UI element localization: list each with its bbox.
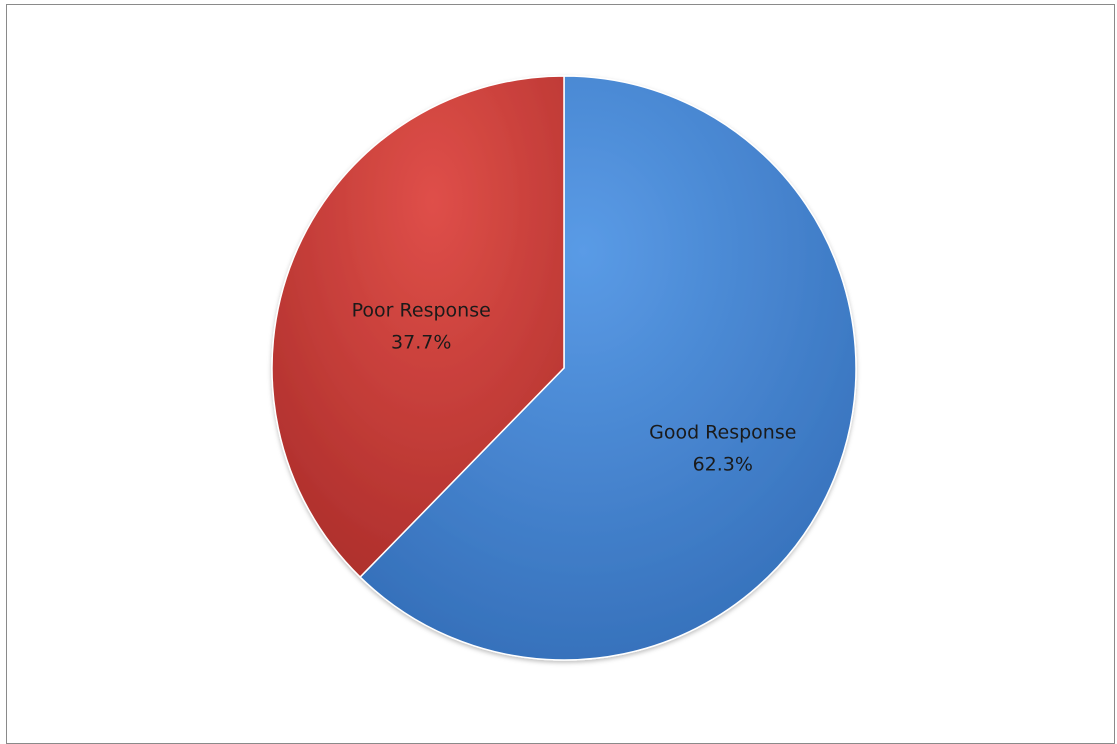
- slice-label-value: 37.7%: [391, 331, 451, 353]
- pie-slice-good-response: [359, 75, 857, 661]
- pie-slice-poor-response: [271, 75, 565, 579]
- slice-label-name: Good Response: [649, 422, 796, 444]
- pie-slices: [271, 75, 857, 661]
- slice-labels: Good Response 62.3% Poor Response 37.7%: [352, 299, 797, 475]
- slice-label-name: Poor Response: [352, 299, 491, 321]
- slice-label-value: 62.3%: [693, 454, 753, 476]
